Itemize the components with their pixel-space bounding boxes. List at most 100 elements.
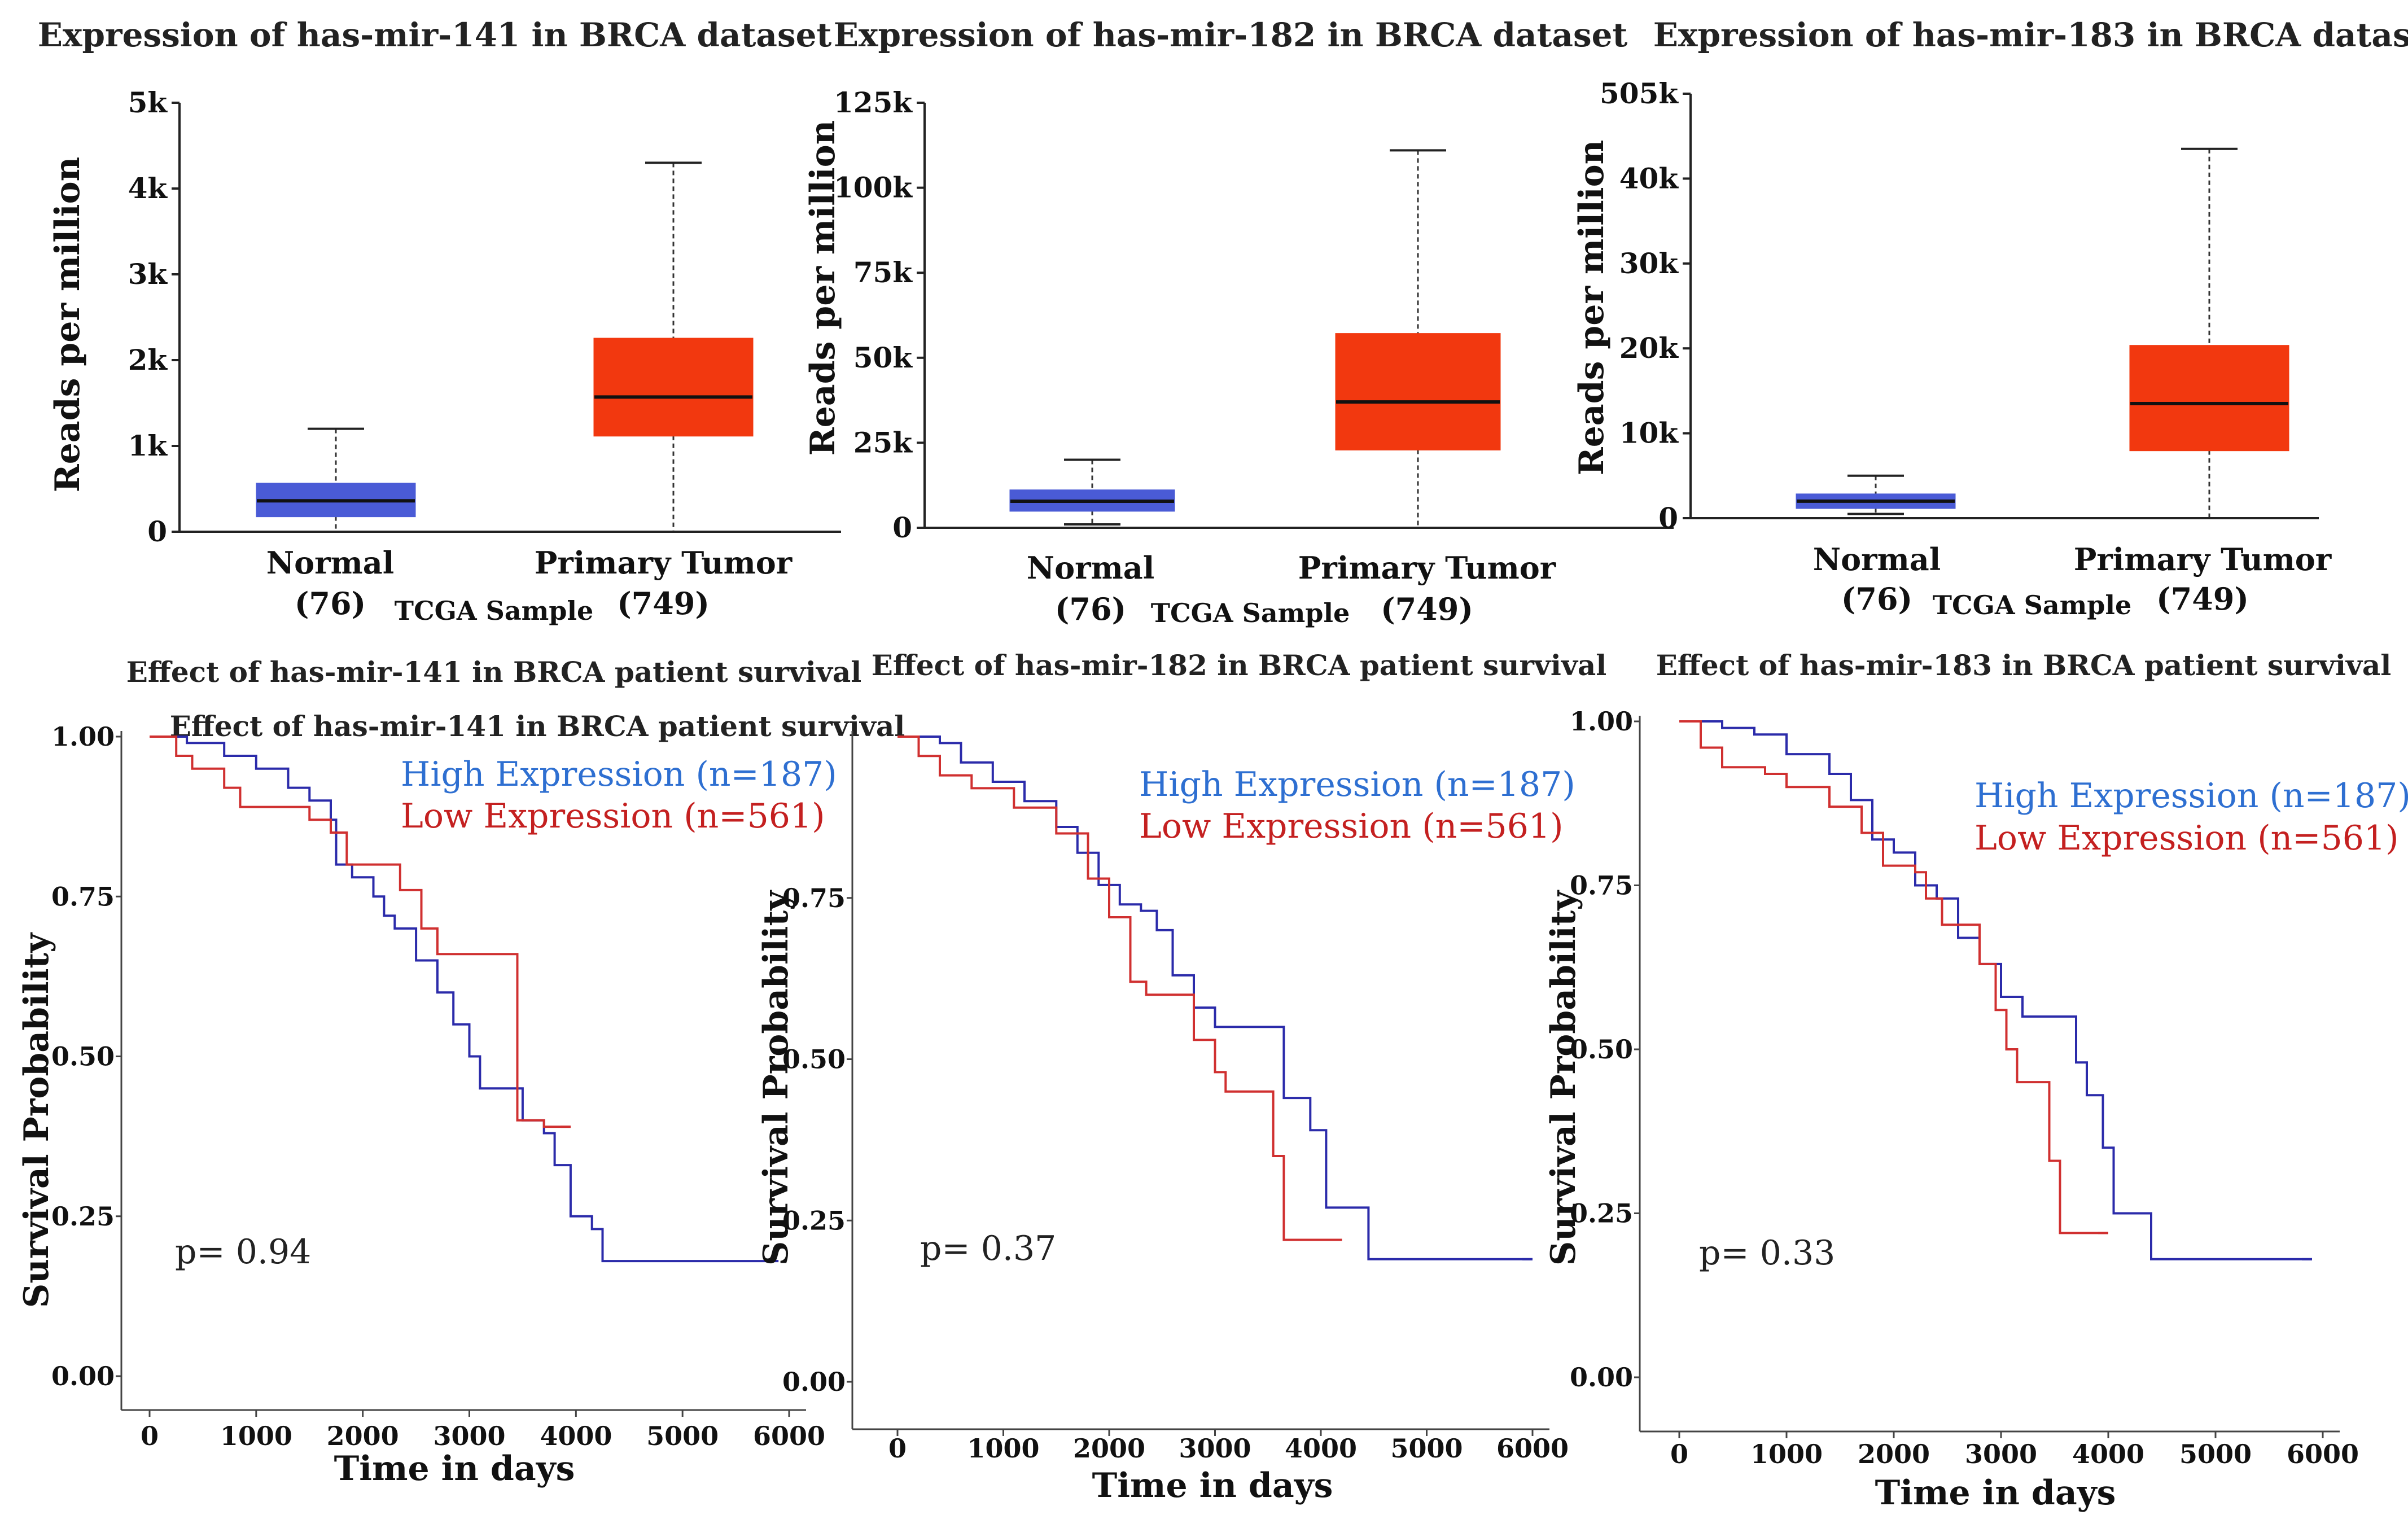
y-tick-label: 0.75 [782, 883, 846, 913]
x-tick-label: 4000 [2072, 1439, 2144, 1469]
x-tick-label: 6000 [1496, 1433, 1569, 1464]
box-tumor [593, 338, 754, 437]
y-tick-label: 0 [892, 511, 912, 544]
km-plot-mir-141: Effect of has-mir-141 in BRCA patient su… [17, 655, 905, 1488]
x-tick-label: 1000 [220, 1421, 292, 1451]
y-tick-label: 125k [834, 86, 913, 119]
y-tick-label: 5k [128, 86, 168, 119]
y-tick-label: 0 [1658, 501, 1678, 535]
group-count-tumor: (749) [2156, 581, 2249, 617]
x-tick-label: 0 [1670, 1439, 1688, 1469]
x-tick-label: 6000 [753, 1421, 825, 1451]
y-axis-label: Survival Probability [756, 890, 796, 1266]
x-tick-label: 4000 [540, 1421, 612, 1451]
x-axis-label: TCGA Sample [1151, 598, 1350, 628]
group-count-normal: (76) [1055, 591, 1126, 627]
group-count-tumor: (749) [617, 585, 710, 621]
x-tick-label: 5000 [2179, 1439, 2252, 1469]
chart-title: Expression of has-mir-141 in BRCA datase… [38, 16, 832, 54]
y-tick-label: 10k [1619, 417, 1679, 450]
y-tick-label: 1k [128, 429, 168, 462]
y-axis-label: Reads per million [48, 157, 87, 492]
survival-curve-high [150, 735, 779, 1263]
x-tick-label: 0 [141, 1421, 159, 1451]
y-tick-label: 20k [1619, 331, 1679, 365]
y-tick-label: 30k [1619, 247, 1679, 280]
y-tick-label: 4k [128, 172, 168, 205]
legend-high-expression: High Expression (n=187) [401, 755, 837, 794]
y-tick-label: 0.00 [51, 1361, 115, 1391]
chart-title: Expression of has-mir-183 in BRCA datase… [1653, 16, 2408, 54]
y-tick-label: 0.25 [782, 1205, 846, 1236]
y-axis-label: Survival Probability [17, 932, 56, 1308]
x-tick-label: 5000 [1390, 1433, 1463, 1464]
y-tick-label: 0.25 [51, 1201, 115, 1232]
x-tick-label: 5000 [646, 1421, 719, 1451]
y-tick-label: 0.25 [1570, 1198, 1633, 1229]
group-count-normal: (76) [1841, 581, 1912, 617]
chart-title: Expression of has-mir-182 in BRCA datase… [834, 16, 1628, 54]
x-axis-label: Time in days [1092, 1466, 1333, 1505]
y-tick-label: 0 [147, 515, 167, 548]
y-tick-label: 3k [128, 257, 168, 291]
x-axis-label: TCGA Sample [1933, 590, 2131, 620]
y-tick-label: 505k [1600, 77, 1679, 110]
y-tick-label: 2k [128, 343, 168, 376]
group-label-tumor: Primary Tumor [2074, 541, 2332, 577]
x-tick-label: 3000 [1965, 1439, 2037, 1469]
y-tick-label: 0.75 [51, 881, 115, 912]
p-value: p= 0.94 [175, 1232, 311, 1272]
group-label-normal: Normal [266, 545, 394, 581]
boxplot-mir-141: Expression of has-mir-141 in BRCA datase… [38, 16, 841, 626]
survival-curve-low [1679, 720, 2108, 1234]
km-plot-mir-182: Effect of has-mir-182 in BRCA patient su… [756, 649, 1606, 1505]
x-tick-label: 0 [888, 1433, 907, 1464]
group-label-normal: Normal [1027, 550, 1154, 586]
x-tick-label: 3000 [1179, 1433, 1251, 1464]
group-label-normal: Normal [1813, 541, 1941, 577]
chart-title: Effect of has-mir-182 in BRCA patient su… [872, 649, 1607, 682]
chart-title: Effect of has-mir-141 in BRCA patient su… [126, 655, 862, 689]
x-tick-label: 2000 [1073, 1433, 1145, 1464]
y-tick-label: 0.50 [1570, 1034, 1633, 1065]
x-tick-label: 2000 [327, 1421, 399, 1451]
x-axis-label: Time in days [1875, 1473, 2116, 1513]
boxplot-mir-182: Expression of has-mir-182 in BRCA datase… [803, 16, 1674, 628]
x-tick-label: 4000 [1285, 1433, 1357, 1464]
legend-low-expression: Low Expression (n=561) [401, 796, 825, 836]
y-tick-label: 1.00 [1570, 706, 1633, 737]
x-axis-label: TCGA Sample [395, 596, 593, 626]
y-tick-label: 0.00 [782, 1367, 846, 1397]
y-axis-label: Reads per million [1572, 140, 1612, 475]
x-tick-label: 3000 [433, 1421, 505, 1451]
x-tick-label: 1000 [967, 1433, 1039, 1464]
chart-subtitle: Effect of has-mir-141 in BRCA patient su… [170, 710, 905, 743]
km-plot-mir-183: Effect of has-mir-183 in BRCA patient su… [1544, 649, 2408, 1513]
y-axis-label: Survival Probability [1544, 890, 1583, 1266]
legend-low-expression: Low Expression (n=561) [1139, 807, 1564, 846]
y-tick-label: 50k [853, 341, 913, 374]
group-label-tumor: Primary Tumor [535, 545, 793, 581]
y-tick-label: 0.50 [782, 1044, 846, 1075]
y-tick-label: 100k [834, 171, 913, 204]
y-tick-label: 40k [1619, 161, 1679, 195]
x-tick-label: 2000 [1858, 1439, 1930, 1469]
box-tumor [1335, 333, 1501, 450]
legend-high-expression: High Expression (n=187) [1974, 776, 2408, 816]
x-tick-label: 1000 [1750, 1439, 1823, 1469]
y-tick-label: 25k [853, 426, 913, 459]
x-tick-label: 6000 [2287, 1439, 2359, 1469]
y-tick-label: 0.00 [1570, 1362, 1633, 1393]
survival-curve-high [897, 735, 1533, 1260]
p-value: p= 0.33 [1699, 1233, 1835, 1273]
group-count-normal: (76) [295, 585, 366, 621]
legend-low-expression: Low Expression (n=561) [1974, 818, 2399, 858]
group-label-tumor: Primary Tumor [1298, 550, 1556, 586]
y-tick-label: 0.50 [51, 1041, 115, 1072]
survival-curve-low [897, 735, 1342, 1241]
box-tumor [2129, 345, 2289, 452]
boxplot-mir-183: Expression of has-mir-183 in BRCA datase… [1572, 16, 2408, 620]
y-tick-label: 0.75 [1570, 870, 1633, 901]
